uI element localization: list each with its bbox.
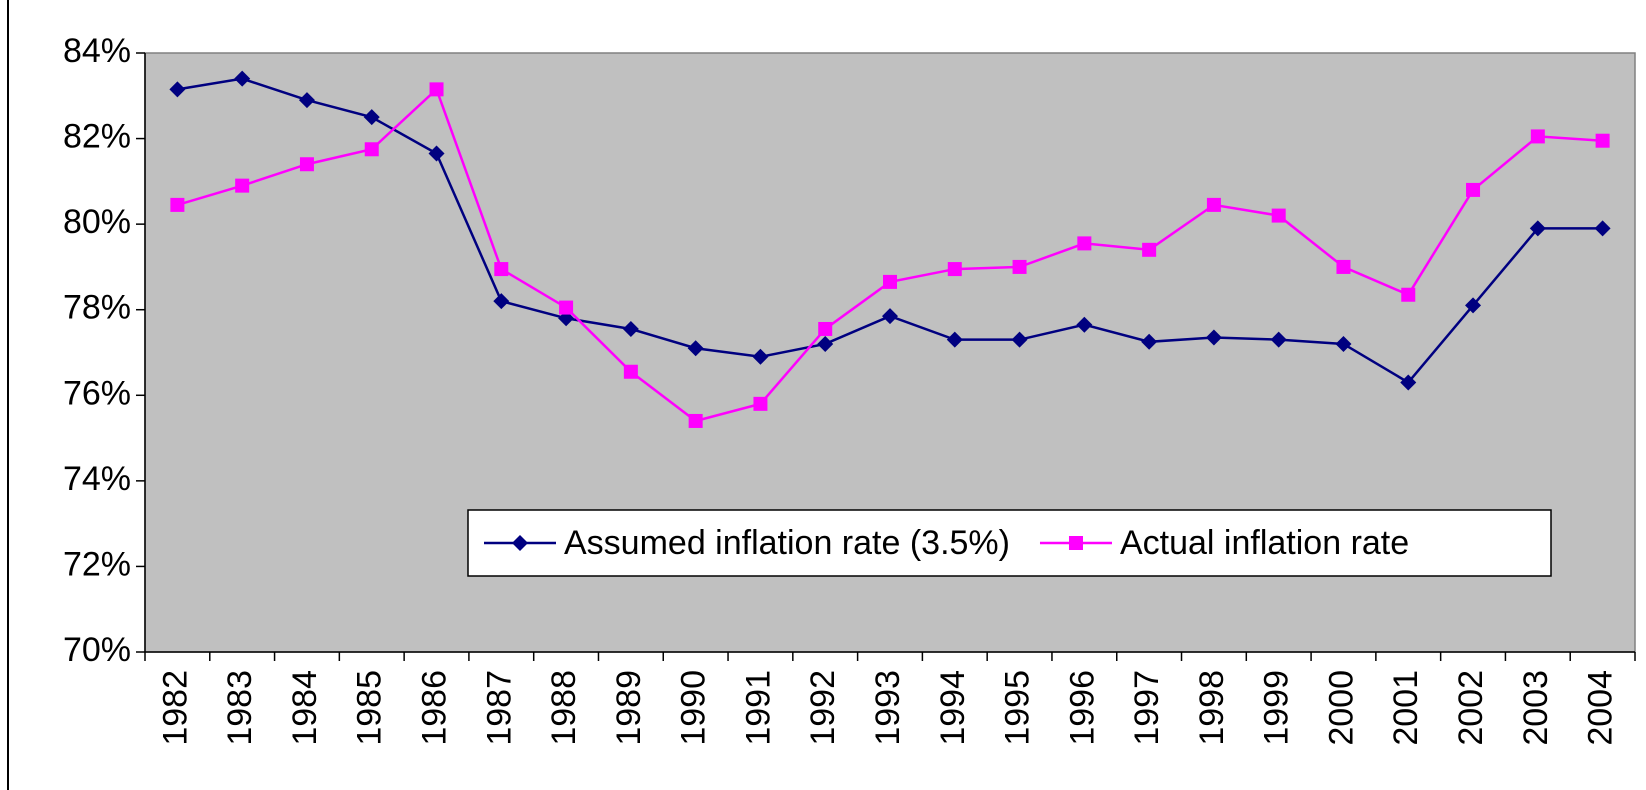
y-tick-label: 74%: [63, 460, 131, 498]
point-marker: [818, 321, 833, 336]
x-tick-label: 1995: [999, 670, 1037, 746]
x-tick-label: 1987: [480, 670, 518, 746]
point-marker: [1271, 208, 1286, 223]
point-marker: [1529, 220, 1546, 237]
point-marker: [170, 197, 185, 212]
x-tick-label: 1993: [869, 670, 907, 746]
point-marker: [1142, 242, 1157, 257]
point-marker: [752, 348, 769, 365]
point-marker: [1530, 129, 1545, 144]
x-tick-label: 1997: [1128, 670, 1166, 746]
y-tick-label: 78%: [63, 289, 131, 327]
x-tick-label: 2002: [1452, 670, 1490, 746]
point-marker: [298, 92, 315, 109]
x-tick-label: 1998: [1193, 670, 1231, 746]
legend-label: Assumed inflation rate (3.5%): [564, 524, 1010, 562]
point-marker: [946, 331, 963, 348]
point-marker: [493, 293, 510, 310]
x-tick-label: 1985: [351, 670, 389, 746]
point-marker: [428, 145, 445, 162]
point-marker: [883, 274, 897, 289]
point-marker: [882, 308, 898, 325]
x-tick-label: 1986: [416, 670, 454, 746]
point-marker: [622, 320, 639, 337]
point-marker: [1077, 236, 1092, 251]
point-marker: [299, 157, 314, 172]
y-tick-label: 72%: [63, 545, 131, 583]
point-marker: [947, 262, 962, 277]
y-tick-label: 80%: [63, 203, 131, 241]
point-marker: [1400, 374, 1417, 391]
point-marker: [1076, 316, 1093, 333]
legend-marker: [1068, 536, 1083, 550]
legend-label: Actual inflation rate: [1120, 524, 1409, 562]
x-tick-label: 1984: [286, 670, 324, 746]
point-marker: [1206, 197, 1221, 212]
x-tick-label: 1992: [804, 670, 842, 746]
y-tick-label: 82%: [63, 118, 131, 156]
point-marker: [1336, 259, 1351, 274]
point-marker: [1270, 331, 1287, 348]
point-marker: [1335, 335, 1352, 352]
point-marker: [363, 109, 380, 126]
point-marker: [688, 413, 703, 428]
x-tick-label: 1999: [1258, 670, 1296, 746]
point-marker: [559, 300, 574, 315]
point-marker: [1205, 329, 1222, 346]
x-tick-label: 1990: [675, 670, 713, 746]
x-tick-label: 1982: [156, 670, 194, 746]
y-tick-label: 76%: [63, 374, 131, 412]
point-marker: [623, 364, 638, 379]
x-tick-label: 2001: [1387, 670, 1425, 746]
point-marker: [494, 262, 509, 277]
y-tick-label: 70%: [63, 631, 131, 669]
x-tick-label: 1983: [221, 670, 259, 746]
x-tick-label: 1994: [934, 670, 972, 746]
x-tick-label: 2004: [1582, 670, 1620, 746]
point-marker: [753, 396, 768, 411]
x-tick-label: 2003: [1517, 670, 1555, 746]
point-marker: [235, 178, 250, 193]
point-marker: [687, 340, 704, 357]
x-tick-label: 1988: [545, 670, 583, 746]
point-marker: [1011, 331, 1028, 348]
point-marker: [1465, 297, 1482, 314]
point-marker: [1401, 287, 1416, 302]
legend: Assumed inflation rate (3.5%) Actual infl…: [467, 509, 1552, 577]
point-marker: [1012, 259, 1027, 274]
x-tick-label: 1991: [739, 670, 777, 746]
point-marker: [817, 335, 834, 352]
point-marker: [364, 142, 379, 157]
legend-marker: [512, 535, 528, 551]
y-tick-label: 84%: [63, 32, 131, 70]
point-marker: [1594, 220, 1611, 237]
point-marker: [234, 70, 251, 87]
legend-box: [467, 509, 1552, 577]
point-marker: [1141, 333, 1158, 350]
point-marker: [429, 82, 444, 97]
point-marker: [169, 81, 186, 98]
point-marker: [1595, 133, 1610, 148]
x-tick-label: 1996: [1063, 670, 1101, 746]
point-marker: [1466, 182, 1481, 197]
x-tick-label: 2000: [1322, 670, 1360, 746]
x-tick-label: 1989: [610, 670, 648, 746]
